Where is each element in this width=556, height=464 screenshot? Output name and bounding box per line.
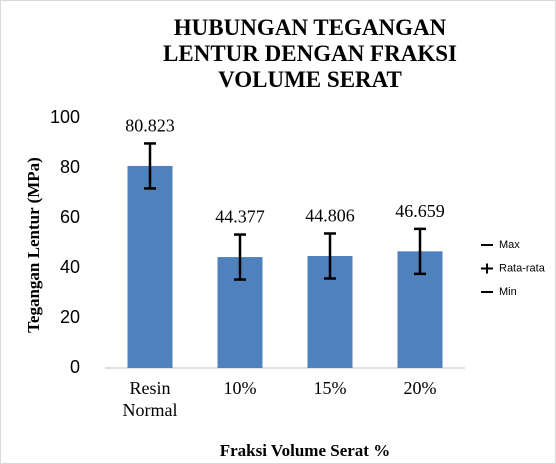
x-axis-label: Fraksi Volume Serat % <box>220 441 390 460</box>
x-tick-label: 20% <box>404 378 437 398</box>
error-bar <box>144 142 156 190</box>
data-label: 44.377 <box>215 207 265 227</box>
y-tick-label: 40 <box>60 257 80 277</box>
error-bar <box>234 233 246 281</box>
legend-label: Min <box>499 286 517 298</box>
x-tick-label: 15% <box>314 378 347 398</box>
error-bar <box>414 227 426 276</box>
y-tick-label: 0 <box>70 357 80 377</box>
bar <box>127 165 173 368</box>
y-tick-label: 20 <box>60 307 80 327</box>
legend-label: Max <box>499 239 520 251</box>
data-label: 80.823 <box>125 116 175 136</box>
x-tick-label: Resin Normal <box>123 378 178 420</box>
chart-title: HUBUNGAN TEGANGAN LENTUR DENGAN FRAKSI VOL… <box>163 15 457 92</box>
legend-label: Rata-rata <box>499 262 546 274</box>
y-tick-label: 80 <box>60 157 80 177</box>
y-axis-label: Tegangan Lentur (MPa) <box>24 157 43 333</box>
x-tick-label: 10% <box>224 378 257 398</box>
error-bar <box>324 232 336 280</box>
y-tick-label: 100 <box>50 107 80 127</box>
data-label: 46.659 <box>395 201 445 221</box>
y-tick-label: 60 <box>60 207 80 227</box>
data-label: 44.806 <box>305 206 355 226</box>
